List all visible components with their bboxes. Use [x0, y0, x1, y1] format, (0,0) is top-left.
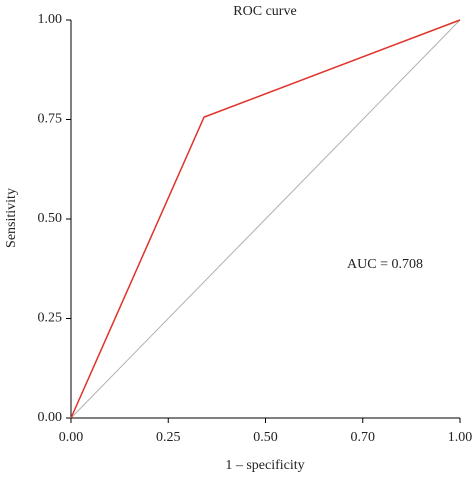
y-tick-label: 0.00 [38, 410, 63, 425]
y-tick-label: 0.75 [38, 112, 63, 127]
y-tick-label: 0.50 [38, 211, 63, 226]
x-axis-label: 1 – specificity [225, 458, 304, 473]
x-tick-label: 0.00 [59, 430, 84, 445]
roc-curve [70, 19, 461, 419]
x-tick-label: 0.50 [253, 430, 278, 445]
y-tick-label: 0.25 [38, 311, 63, 326]
x-tick-label: 0.70 [351, 430, 376, 445]
y-axis-label: Sensitivity [4, 188, 19, 248]
x-tick-label: 1.00 [448, 430, 473, 445]
y-tick-label: 1.00 [38, 12, 63, 27]
annotation: AUC = 0.708 [347, 257, 423, 272]
x-tick-label: 0.25 [156, 430, 181, 445]
reference-line [70, 19, 461, 419]
chart-title: ROC curve [233, 4, 296, 19]
